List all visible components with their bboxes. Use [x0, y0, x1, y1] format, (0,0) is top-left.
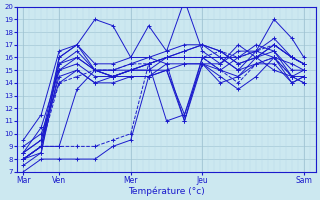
X-axis label: Température (°c): Température (°c): [128, 186, 205, 196]
